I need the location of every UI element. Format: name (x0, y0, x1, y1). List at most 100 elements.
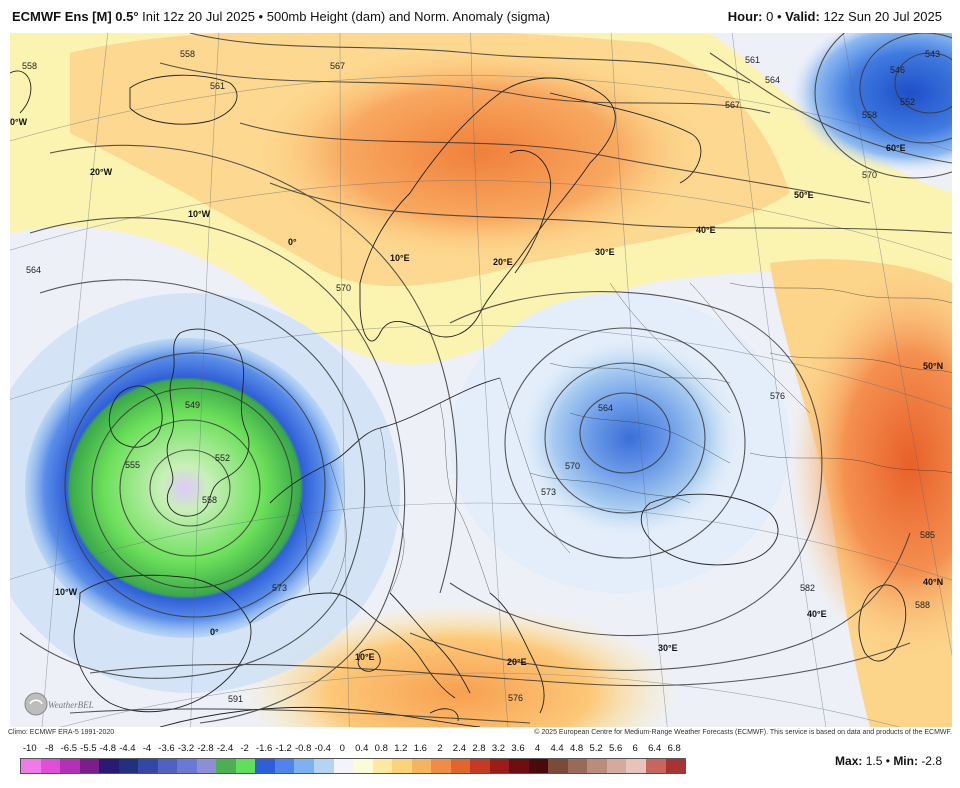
label-20e-mid: 20°E (493, 257, 513, 267)
legend-label: -4 (142, 743, 152, 754)
legend-swatch (177, 759, 197, 773)
legend-swatch (99, 759, 119, 773)
contour-label-585: 585 (920, 530, 935, 540)
contour-label-558-top: 558 (180, 49, 195, 59)
label-10e-mid: 10°E (390, 253, 410, 263)
label-30e-mid: 30°E (595, 247, 615, 257)
cold-anomaly-romania (520, 338, 740, 538)
legend-swatch (489, 759, 510, 773)
legend-swatch (313, 759, 334, 773)
color-legend (20, 758, 686, 774)
warm-anomaly-russia (790, 263, 952, 663)
contour-label-591: 591 (228, 694, 243, 704)
coastlines (10, 70, 907, 727)
valid-value: 12z Sun 20 Jul 2025 (823, 9, 942, 24)
legend-swatch (216, 759, 236, 773)
contour-label-573: 573 (272, 583, 287, 593)
legend-swatch (548, 759, 568, 773)
label-50n: 50°N (923, 361, 943, 371)
legend-label: 6.4 (648, 743, 662, 754)
contour-label-576-east: 576 (770, 391, 785, 401)
legend-swatch (411, 759, 432, 773)
weather-map: 20°W 10°W 0°W 0° 10°E 20°E 30°E 40°E 50°… (10, 33, 952, 727)
contour-label-561-ne: 561 (745, 55, 760, 65)
valid-separator: • (776, 9, 782, 24)
legend-swatch (567, 759, 588, 773)
label-0-bottom: 0° (210, 627, 219, 637)
warm-anomaly-mediterranean (240, 603, 680, 727)
legend-label: 2.4 (452, 743, 467, 754)
min-value: -2.8 (921, 754, 942, 768)
legend-swatch (333, 759, 354, 773)
legend-swatch (157, 759, 178, 773)
legend-label: -2 (240, 743, 249, 754)
climo-credit: Climo: ECMWF ERA-5 1991-2020 (8, 729, 115, 736)
legend-label: -2.4 (216, 743, 234, 754)
legend-label: -4.4 (119, 743, 136, 754)
logo-text: WeatherBELL (48, 700, 94, 710)
contour-label-558-ne: 558 (862, 110, 877, 120)
legend-label: -3.6 (158, 743, 175, 754)
map-header: ECMWF Ens [M] 0.5° Init 12z 20 Jul 2025 … (0, 0, 960, 32)
legend-swatch (138, 759, 158, 773)
legend-labels: -10 -8 -6.5 -5.5 -4.8 -4.4 -4 -3.6 -3.2 -2.8 -2.4-… (12, 743, 702, 757)
hour-value: 0 (766, 9, 774, 24)
legend-label: 0 (339, 743, 345, 754)
legend-label: -0.4 (314, 743, 331, 754)
legend-label: 4.8 (569, 743, 584, 754)
legend-swatch (372, 759, 393, 773)
legend-swatch (450, 759, 471, 773)
map-canvas: 20°W 10°W 0°W 0° 10°E 20°E 30°E 40°E 50°… (10, 33, 952, 727)
label-40e-right: 40°E (696, 225, 716, 235)
legend-label: -4.8 (99, 743, 117, 754)
max-label: Max: (835, 754, 863, 768)
legend-label: 6.8 (667, 743, 681, 754)
label-40e-bottom: 40°E (807, 609, 827, 619)
contour-label-567-ne: 567 (725, 100, 740, 110)
legend-swatch (665, 759, 686, 773)
legend-swatch (79, 759, 100, 773)
contour-label-573-east: 573 (541, 487, 556, 497)
contour-label-564-east: 564 (598, 403, 613, 413)
title-separator: • (258, 9, 264, 24)
contour-label-543: 543 (925, 49, 940, 59)
product-name: 500mb Height (dam) and Norm. Anomaly (si… (266, 9, 550, 24)
legend-label: -8 (45, 743, 54, 754)
legend-label: 2 (437, 743, 443, 754)
label-20w: 20°W (90, 167, 113, 177)
legend-label: 1.2 (394, 743, 408, 754)
legend-label: -3.2 (177, 743, 195, 754)
legend-label: -5.5 (80, 743, 97, 754)
credits-bar: Climo: ECMWF ERA-5 1991-2020 © 2025 Euro… (8, 728, 952, 740)
legend-swatch (294, 759, 314, 773)
legend-swatch (118, 759, 139, 773)
legend-swatch (470, 759, 490, 773)
legend-label: 2.8 (472, 743, 486, 754)
legend-label: -10 (22, 743, 37, 754)
init-time: Init 12z 20 Jul 2025 (142, 9, 255, 24)
contour-label-546: 546 (890, 65, 905, 75)
max-value: 1.5 (865, 754, 883, 768)
legend-swatch (587, 759, 607, 773)
contour-label-558-low: 558 (202, 495, 217, 505)
legend-swatch (353, 759, 373, 773)
contour-label-582: 582 (800, 583, 815, 593)
contour-label-576-south: 576 (508, 693, 523, 703)
label-10w-top: 10°W (188, 209, 211, 219)
min-label: Min: (893, 754, 918, 768)
contour-label-561-top: 561 (210, 81, 225, 91)
contour-label-549: 549 (185, 400, 200, 410)
legend-label: 0.4 (355, 743, 369, 754)
legend-label: 6 (632, 743, 638, 754)
contour-label-570-ne: 570 (862, 170, 877, 180)
stats-separator: • (885, 754, 890, 768)
contour-label-552-ne: 552 (900, 97, 915, 107)
legend-label: 5.6 (609, 743, 623, 754)
cold-anomaly-uk (25, 338, 345, 638)
model-name: ECMWF Ens [M] 0.5° (12, 9, 139, 24)
legend-swatch (274, 759, 295, 773)
contour-label-588: 588 (915, 600, 930, 610)
legend-swatch (40, 759, 61, 773)
legend-swatch (235, 759, 256, 773)
contour-label-564-left: 564 (26, 265, 41, 275)
